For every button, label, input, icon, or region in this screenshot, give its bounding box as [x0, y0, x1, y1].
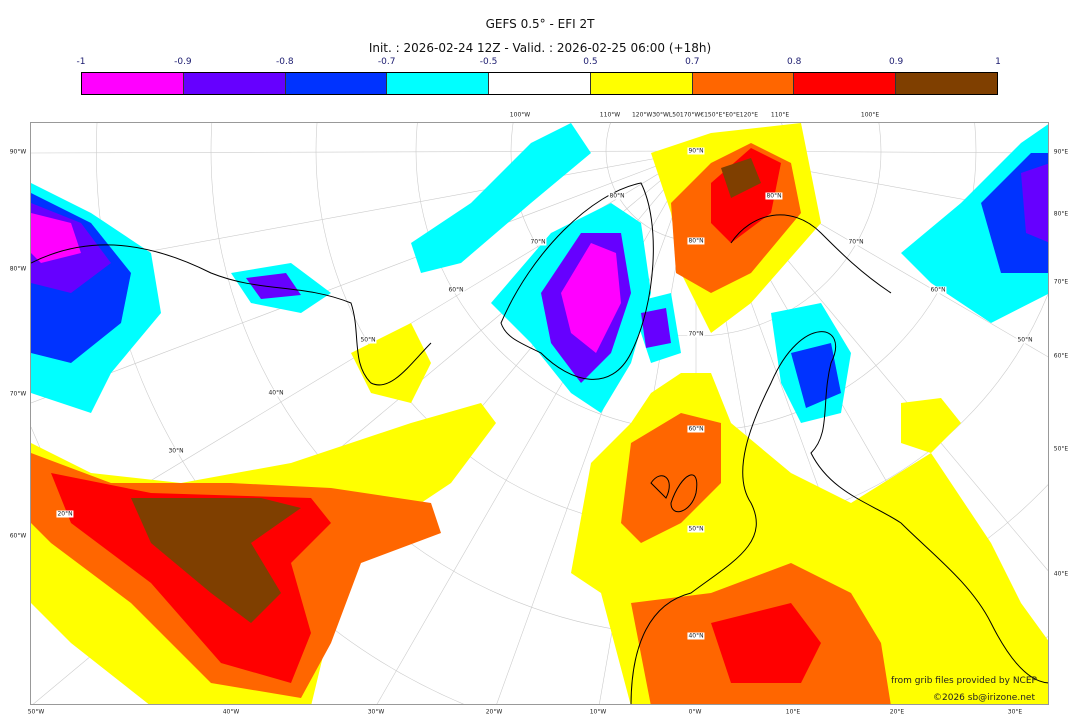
bottom-label: 30°E: [1007, 708, 1023, 716]
lat-label: 30°N: [167, 447, 185, 455]
map-plot: 90°N 80°N 70°N 60°N 50°N 40°N 30°N 20°N …: [30, 122, 1049, 705]
left-label: 70°W: [9, 390, 27, 398]
lat-label: 80°N: [608, 192, 626, 200]
bottom-label: 10°E: [785, 708, 801, 716]
colorbar-swatch: [183, 73, 286, 94]
bottom-label: 50°W: [27, 708, 45, 716]
left-label: 60°W: [9, 532, 27, 540]
colorbar-tick: 0.8: [787, 57, 802, 67]
top-label: 100°E: [860, 111, 880, 119]
bottom-label: 40°W: [222, 708, 240, 716]
bottom-label: 0°W: [688, 708, 702, 716]
colorbar-tick: -0.5: [479, 57, 498, 67]
chart-subtitle: Init. : 2026-02-24 12Z - Valid. : 2026-0…: [368, 41, 712, 55]
right-label: 80°E: [1053, 210, 1069, 218]
right-label: 50°E: [1053, 445, 1069, 453]
colorbar-tick: -0.7: [377, 57, 396, 67]
colorbar-tick: -0.8: [275, 57, 294, 67]
right-label: 40°E: [1053, 570, 1069, 578]
lat-label: 70°N: [847, 238, 865, 246]
colorbar-swatch: [489, 73, 591, 94]
left-label: 80°W: [9, 265, 27, 273]
lat-label: 80°N: [765, 192, 783, 200]
bottom-label: 20°E: [889, 708, 905, 716]
colorbar-swatch: [590, 73, 693, 94]
bottom-label: 10°W: [589, 708, 607, 716]
top-label: 110°E: [770, 111, 790, 119]
colorbar-swatch: [896, 73, 998, 94]
colorbar-tick: 1: [995, 57, 1001, 67]
right-label: 60°E: [1053, 352, 1069, 360]
lat-label: 90°N: [687, 147, 705, 155]
lat-label: 70°N: [529, 238, 547, 246]
lat-label: 40°N: [267, 389, 285, 397]
colorbar-tick: 0.5: [583, 57, 598, 67]
colorbar-swatch: [387, 73, 490, 94]
top-label: 120°W30°WL50170°W€150°E°E0°E120°E: [631, 111, 759, 119]
right-label: 70°E: [1053, 278, 1069, 286]
lat-label: 20°N: [56, 510, 74, 518]
colorbar-swatch: [794, 73, 897, 94]
colorbar-tick: 0.9: [888, 57, 904, 67]
colorbar: [81, 72, 998, 95]
lat-label: 70°N: [687, 330, 705, 338]
colorbar-tick: -0.9: [174, 57, 192, 67]
lat-label: 60°N: [447, 286, 465, 294]
coastlines: [31, 182, 1048, 704]
left-label: 90°W: [9, 148, 27, 156]
colorbar-swatch: [285, 73, 388, 94]
right-label: 90°E: [1053, 148, 1069, 156]
colorbar-swatch: [692, 73, 795, 94]
lat-label: 40°N: [687, 632, 705, 640]
top-label: 100°W: [509, 111, 531, 119]
lat-label: 50°N: [359, 336, 377, 344]
colorbar-swatch: [82, 73, 184, 94]
lat-label: 60°N: [929, 286, 947, 294]
colorbar-tick: 0.7: [685, 57, 700, 67]
source-credit: from grib files provided by NCEP: [891, 676, 1037, 686]
lat-label: 60°N: [687, 425, 705, 433]
efi-field: [31, 123, 1048, 704]
copyright: ©2026 sb@irizone.net: [933, 693, 1035, 703]
bottom-label: 20°W: [485, 708, 503, 716]
lat-label: 50°N: [1016, 336, 1034, 344]
bottom-label: 30°W: [367, 708, 385, 716]
lat-label: 80°N: [687, 237, 705, 245]
colorbar-tick: -1: [76, 57, 86, 67]
chart-title: GEFS 0.5° - EFI 2T: [485, 17, 595, 31]
top-label: 110°W: [599, 111, 621, 119]
lat-label: 50°N: [687, 525, 705, 533]
map-svg: [31, 123, 1048, 704]
